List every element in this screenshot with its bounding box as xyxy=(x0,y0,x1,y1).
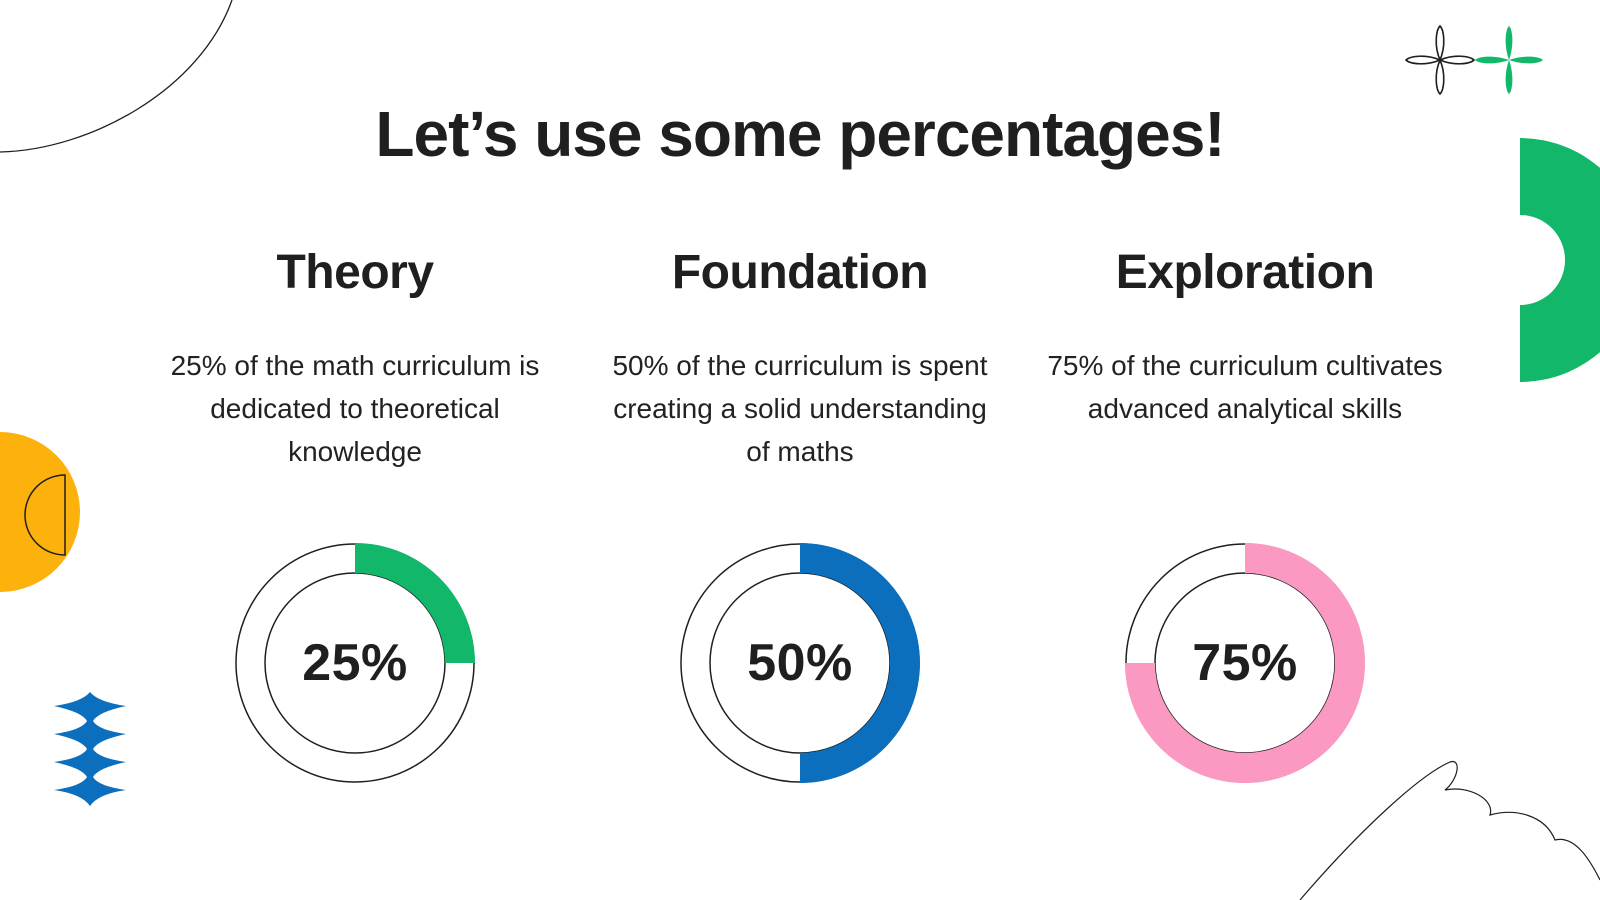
donut-percent-label: 25% xyxy=(302,634,408,692)
theory-donut-chart: 25% xyxy=(230,538,480,788)
donut-progress-arc xyxy=(800,543,920,783)
exploration-donut-chart: 75% xyxy=(1120,538,1370,788)
foundation-column: Foundation 50% of the curriculum is spen… xyxy=(590,240,1010,473)
theory-column: Theory 25% of the math curriculum is ded… xyxy=(145,240,565,473)
foundation-donut-chart: 50% xyxy=(675,538,925,788)
donut-progress-arc xyxy=(355,543,475,663)
column-heading: Foundation xyxy=(671,246,929,299)
exploration-column: Exploration 75% of the curriculum cultiv… xyxy=(1035,240,1455,430)
blue-wavy-shape-decoration xyxy=(54,692,126,806)
column-heading: Exploration xyxy=(1115,246,1375,299)
slide-title: Let’s use some percentages! xyxy=(375,98,1225,170)
donut-graphic xyxy=(680,543,920,783)
green-flower-decoration xyxy=(1475,26,1543,94)
green-half-ring-decoration xyxy=(1520,138,1600,382)
donut-graphic xyxy=(235,543,475,783)
column-description: 50% of the curriculum is spent creating … xyxy=(612,350,988,467)
donut-percent-label: 50% xyxy=(747,634,853,692)
outline-half-circle-decoration xyxy=(24,474,66,556)
donut-graphic xyxy=(1125,543,1365,783)
column-description: 25% of the math curriculum is dedicated … xyxy=(170,350,540,467)
column-description: 75% of the curriculum cultivates advance… xyxy=(1047,350,1443,424)
yellow-half-circle-decoration xyxy=(0,432,80,592)
outline-flower-decoration xyxy=(1404,24,1476,96)
column-heading: Theory xyxy=(276,246,434,299)
donut-percent-label: 75% xyxy=(1192,634,1298,692)
